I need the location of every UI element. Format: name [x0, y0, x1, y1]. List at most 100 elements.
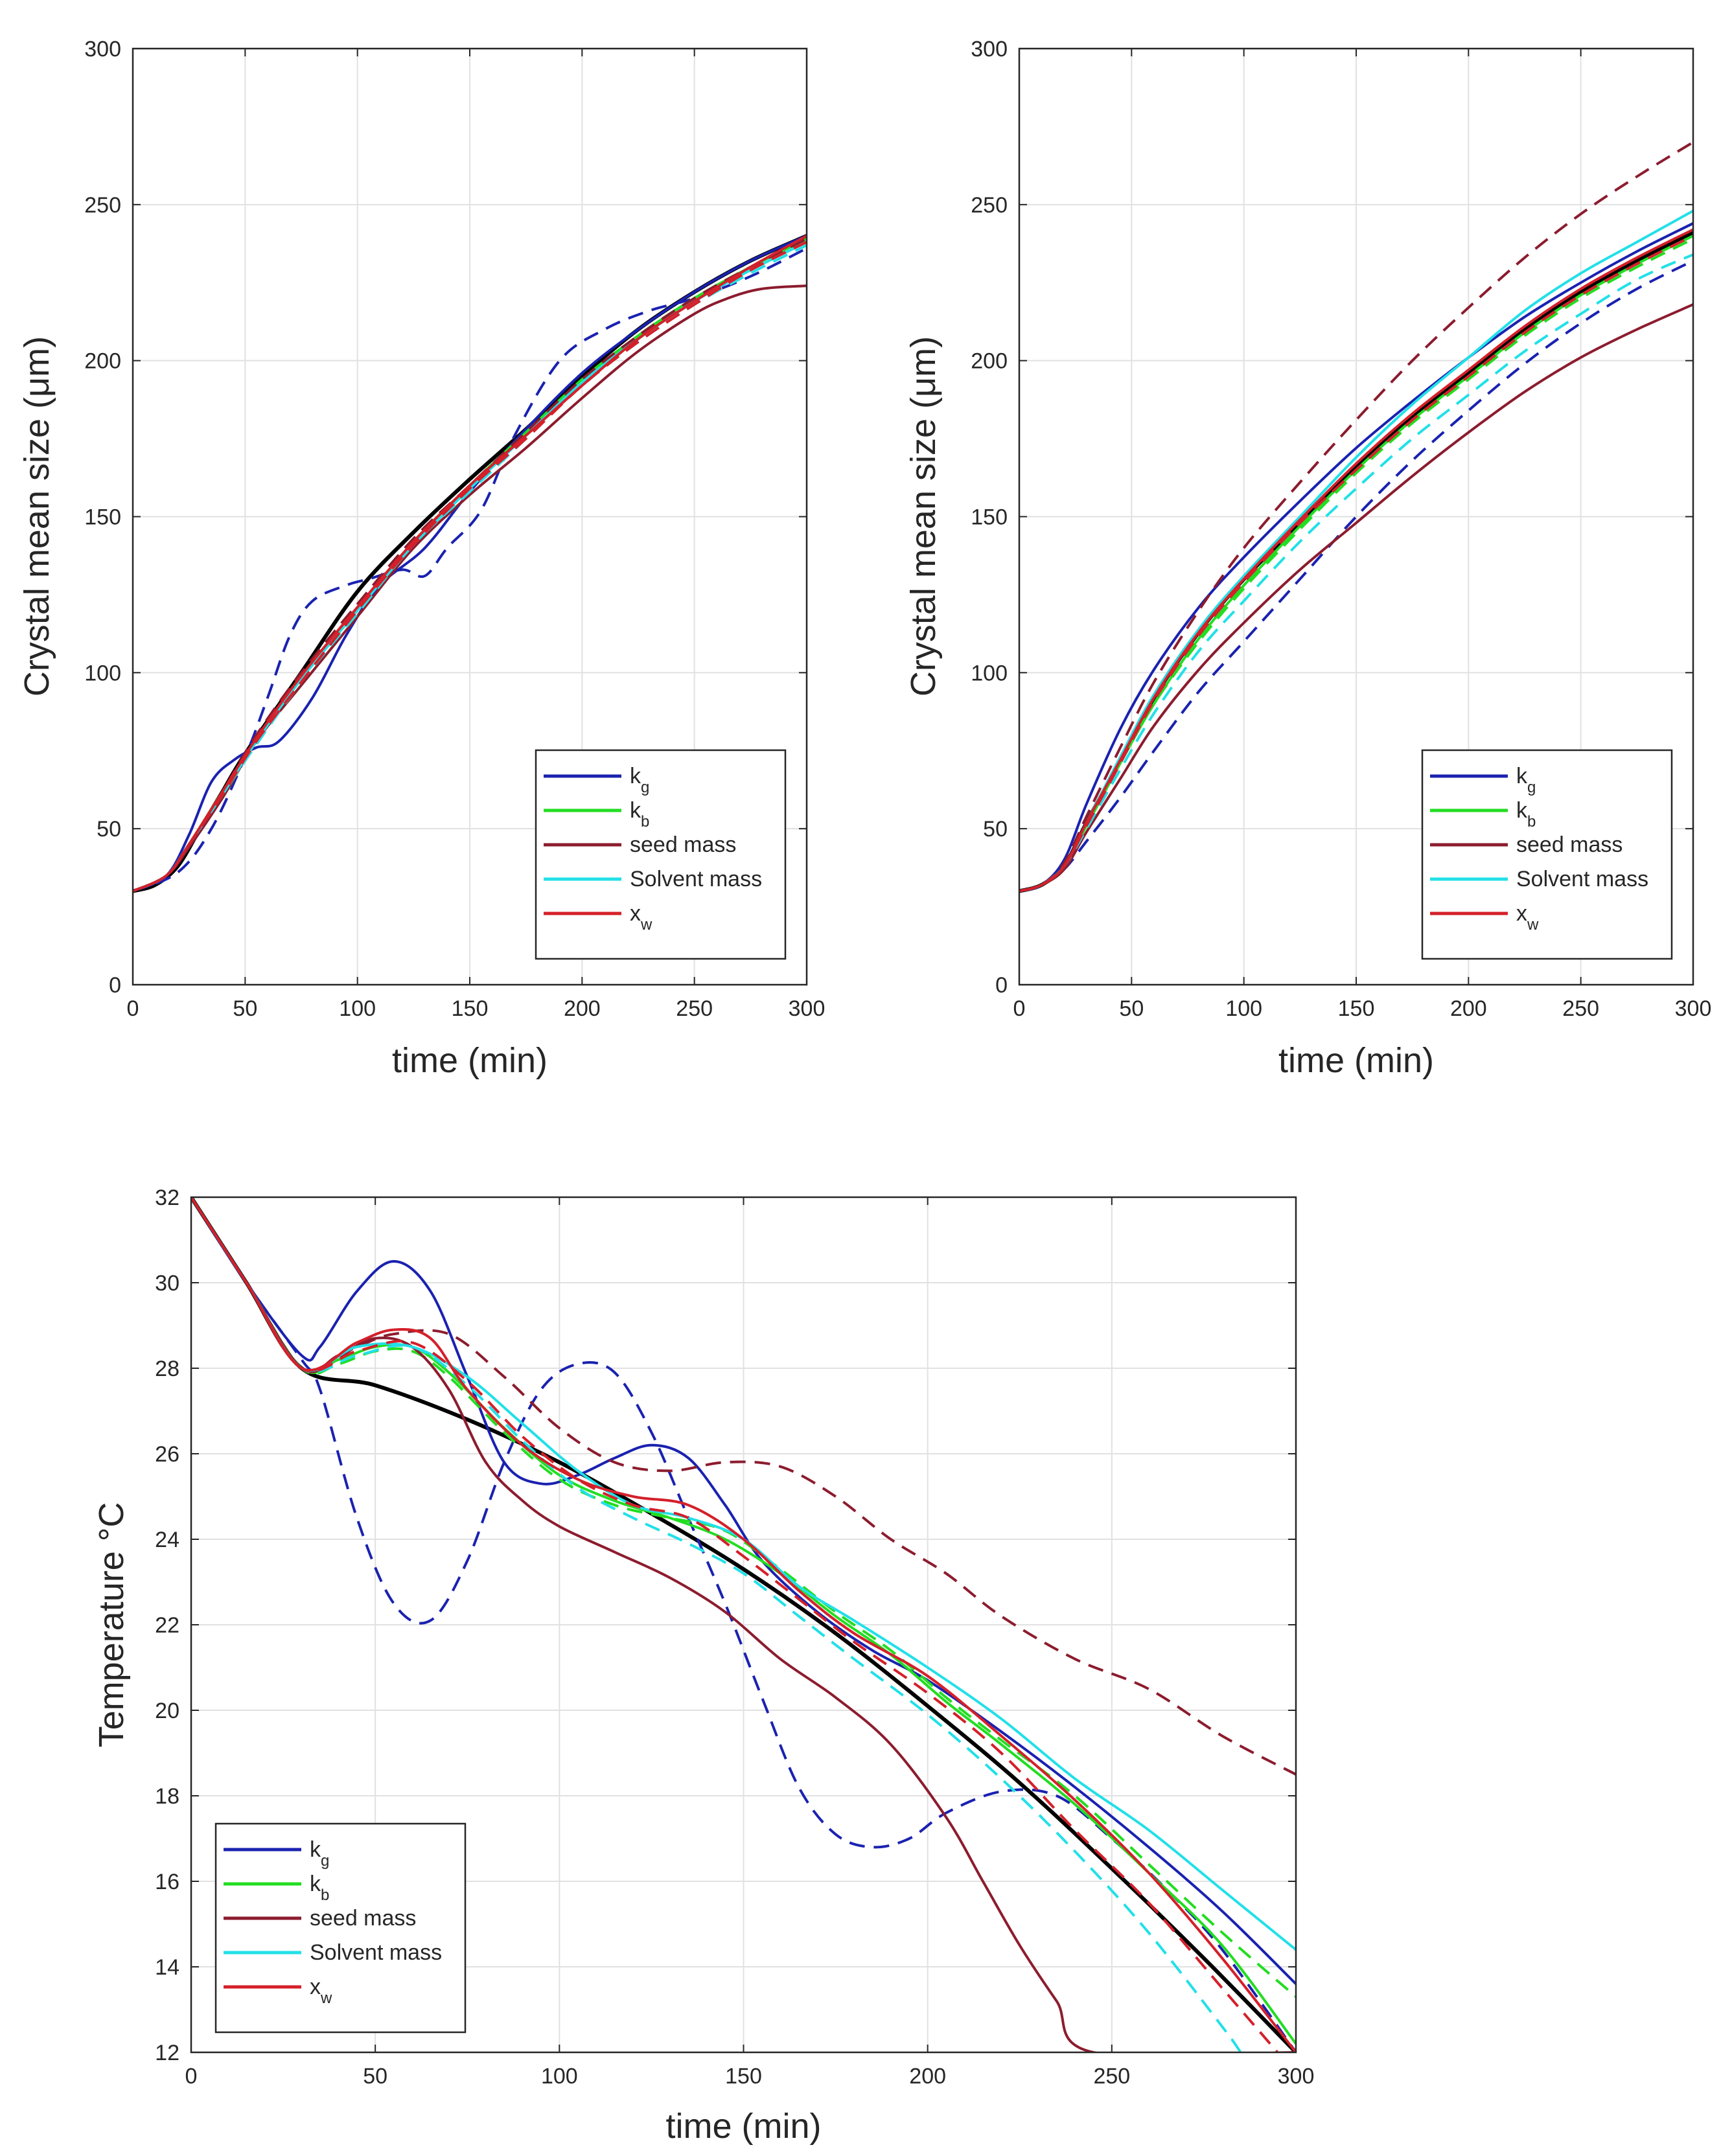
series-line-k-g	[1019, 222, 1693, 893]
x-tick-label: 250	[676, 996, 713, 1021]
legend-item-xw-subscript: w	[640, 916, 652, 934]
y-tick-label: 24	[155, 1528, 179, 1552]
y-tick-label: 28	[155, 1357, 179, 1381]
x-tick-label: 50	[363, 2064, 387, 2089]
legend-box	[535, 749, 787, 960]
y-tick-label: 14	[155, 1955, 179, 1980]
chart-top-right: 0 50 100 150 200 250 300 0 50 100 150 200 250 300 time…	[904, 37, 1711, 1080]
series-line-x-w-dashed	[191, 1197, 1279, 2052]
legend-box	[214, 1822, 467, 2034]
series-line-k-g-dashed	[191, 1197, 1296, 2052]
axes-frame	[1018, 47, 1694, 986]
y-tick-label: 0	[995, 973, 1008, 998]
legend-item-kb-subscript: b	[321, 1886, 329, 1904]
series-line-k-g-dashed	[1019, 259, 1693, 893]
legend-item-kb-subscript: b	[641, 813, 649, 831]
series-line-x-w	[133, 235, 807, 893]
x-tick-label: 250	[1093, 2064, 1130, 2089]
chart-top-left: 0 50 100 150 200 250 300 0 50 100 150 200 250 300 time…	[17, 37, 825, 1080]
y-tick-label: 150	[84, 505, 121, 530]
legend-item-solvent-mass-label: Solvent mass	[630, 867, 762, 891]
y-tick-label: 200	[971, 349, 1008, 374]
series-line-x-w	[191, 1197, 1296, 2052]
series-group	[1019, 141, 1693, 893]
y-tick-label: 300	[84, 37, 121, 62]
x-tick-label: 300	[1675, 996, 1712, 1021]
y-tick-label: 26	[155, 1442, 179, 1467]
series-line-x-w-dashed	[1019, 235, 1693, 893]
y-tick-label: 250	[84, 193, 121, 218]
y-tick-label: 32	[155, 1186, 179, 1210]
y-tick-label: 16	[155, 1870, 179, 1894]
legend-item-solvent-mass-label: Solvent mass	[1516, 867, 1648, 891]
y-tick-label: 30	[155, 1271, 179, 1296]
x-tick-label: 0	[1013, 996, 1026, 1021]
y-tick-label: 12	[155, 2041, 179, 2065]
y-tick-label: 100	[84, 661, 121, 685]
x-axis-label: time (min)	[1278, 1041, 1434, 1080]
x-tick-label: 150	[452, 996, 489, 1021]
legend-item-kg-subscript: g	[1527, 779, 1536, 796]
series-line-x-w	[1019, 228, 1693, 893]
series-line-k-g	[191, 1197, 1296, 1985]
x-tick-label: 200	[909, 2064, 946, 2089]
y-tick-label: 250	[971, 193, 1008, 218]
legend-item-kg-subscript: g	[321, 1852, 329, 1870]
series-group	[191, 1197, 1296, 2052]
series-group	[133, 234, 807, 893]
x-axis-label: time (min)	[392, 1041, 548, 1080]
x-tick-label: 300	[1278, 2064, 1315, 2089]
y-axis-label: Crystal mean size (μm)	[904, 336, 943, 696]
y-tick-label: 300	[971, 37, 1008, 62]
series-line-solvent-mass	[191, 1197, 1296, 1951]
y-tick-label: 22	[155, 1613, 179, 1638]
series-line-solvent-mass-dashed	[191, 1197, 1242, 2052]
axes-frame	[190, 1196, 1297, 2054]
series-line-nominal	[191, 1197, 1296, 2052]
series-line-seed-mass-dashed	[191, 1197, 1296, 1776]
legend-item-kb-subscript: b	[1527, 813, 1536, 831]
y-tick-label: 50	[97, 817, 121, 842]
x-tick-label: 100	[1225, 996, 1262, 1021]
legend-item-seed-mass-label: seed mass	[1516, 832, 1622, 857]
legend-item-kg-subscript: g	[641, 779, 649, 796]
x-tick-label: 150	[1338, 996, 1375, 1021]
y-tick-label: 150	[971, 505, 1008, 530]
x-axis-label: time (min)	[666, 2107, 822, 2146]
axes-frame	[132, 47, 808, 986]
x-tick-label: 250	[1562, 996, 1599, 1021]
y-axis-label: Temperature °C	[92, 1502, 131, 1748]
y-tick-label: 20	[155, 1699, 179, 1723]
legend-item-seed-mass-label: seed mass	[630, 832, 736, 857]
x-tick-label: 0	[185, 2064, 198, 2089]
x-tick-label: 50	[1119, 996, 1144, 1021]
y-tick-label: 50	[983, 817, 1008, 842]
legend-item-seed-mass-label: seed mass	[310, 1906, 416, 1931]
x-tick-label: 50	[233, 996, 257, 1021]
series-line-seed-mass-dashed	[1019, 141, 1693, 893]
series-line-seed-mass	[1019, 303, 1693, 893]
legend-item-xw-subscript: w	[320, 1990, 332, 2007]
y-axis-label: Crystal mean size (μm)	[17, 336, 56, 696]
x-tick-label: 200	[1450, 996, 1487, 1021]
series-line-x-w-dashed	[133, 240, 807, 893]
legend-item-solvent-mass-label: Solvent mass	[310, 1940, 442, 1965]
legend-item-xw-subscript: w	[1527, 916, 1539, 934]
y-tick-label: 100	[971, 661, 1008, 685]
x-tick-label: 150	[725, 2064, 762, 2089]
x-tick-label: 100	[339, 996, 376, 1021]
x-tick-label: 300	[789, 996, 826, 1021]
x-tick-label: 200	[564, 996, 601, 1021]
chart-bottom-temperature: 0 50 100 150 200 250 300 12 14 16 18 20 22 24 26 28 30 32…	[92, 1186, 1314, 2146]
y-tick-label: 18	[155, 1784, 179, 1809]
x-tick-label: 100	[541, 2064, 578, 2089]
legend-box	[1421, 749, 1673, 960]
series-line-seed-mass	[133, 284, 807, 893]
y-tick-label: 200	[84, 349, 121, 374]
y-tick-label: 0	[109, 973, 121, 998]
x-tick-label: 0	[127, 996, 139, 1021]
